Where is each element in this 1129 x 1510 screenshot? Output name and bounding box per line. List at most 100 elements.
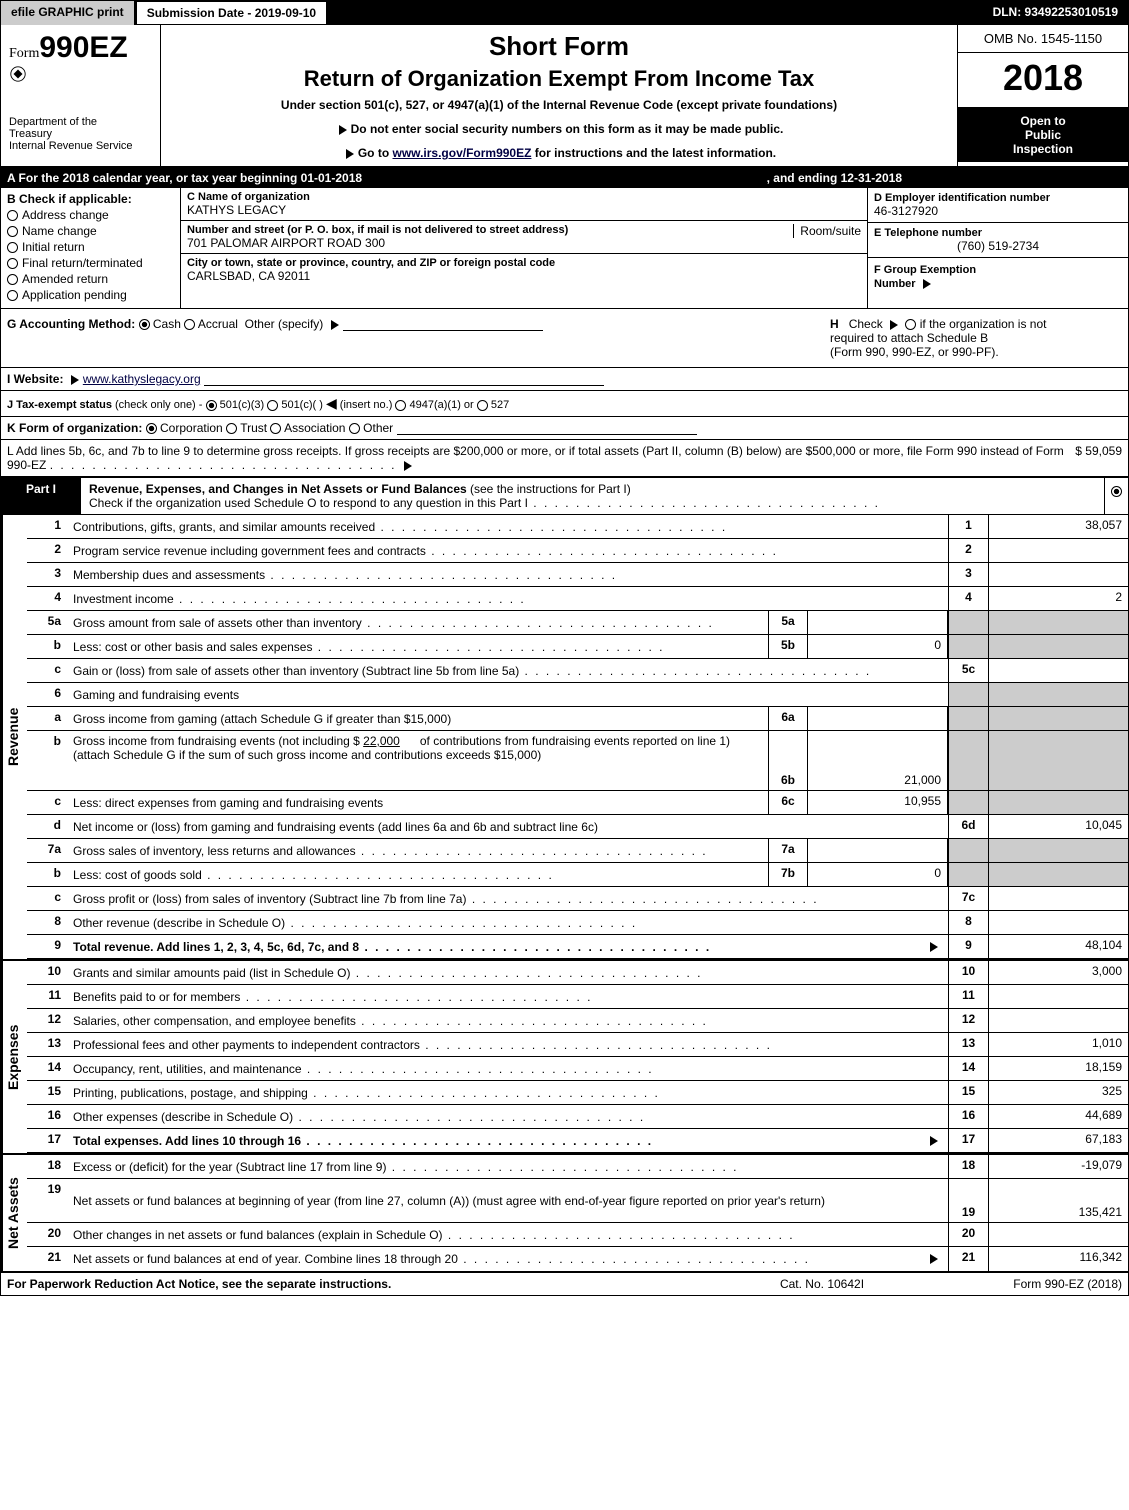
line-7a: 7a Gross sales of inventory, less return… xyxy=(27,839,1128,863)
501c3-radio[interactable] xyxy=(206,400,217,411)
city-label: City or town, state or province, country… xyxy=(187,257,861,269)
line-desc: Other changes in net assets or fund bala… xyxy=(73,1228,942,1242)
name-change-checkbox[interactable] xyxy=(7,226,18,237)
org-name-value: KATHYS LEGACY xyxy=(187,203,861,217)
other-org-radio[interactable] xyxy=(349,423,360,434)
line-num: b xyxy=(27,731,67,790)
line-box xyxy=(948,839,988,862)
website-link[interactable]: www.kathyslegacy.org xyxy=(83,372,201,386)
arrow-icon xyxy=(923,279,931,289)
return-title: Return of Organization Exempt From Incom… xyxy=(171,66,947,92)
row-g-h: G Accounting Method: Cash Accrual Other … xyxy=(1,309,1128,368)
name-change-label: Name change xyxy=(22,224,97,238)
line-num: 20 xyxy=(27,1223,67,1246)
line-num: a xyxy=(27,707,67,730)
schedule-o-checkbox[interactable] xyxy=(1104,478,1128,514)
line-box: 13 xyxy=(948,1033,988,1056)
schedule-b-checkbox[interactable] xyxy=(905,319,916,330)
top-bar: efile GRAPHIC print Submission Date - 20… xyxy=(1,1,1128,25)
form-number: Form990EZ xyxy=(9,31,152,65)
application-pending-label: Application pending xyxy=(22,288,127,302)
form-header: Form990EZ Department of the Treasury Int… xyxy=(1,25,1128,168)
revenue-section: Revenue 1 Contributions, gifts, grants, … xyxy=(1,515,1128,959)
line-desc: Benefits paid to or for members xyxy=(73,990,942,1004)
other-org-label: Other xyxy=(363,421,393,435)
line-val: 48,104 xyxy=(988,935,1128,958)
line-19: 19 Net assets or fund balances at beginn… xyxy=(27,1179,1128,1223)
line-desc: Gaming and fundraising events xyxy=(73,688,942,702)
other-label: Other (specify) xyxy=(245,317,324,331)
form-of-org-label: K Form of organization: xyxy=(7,421,142,435)
corporation-radio[interactable] xyxy=(146,423,157,434)
4947-label: 4947(a)(1) or xyxy=(410,399,474,411)
line-val xyxy=(988,731,1128,790)
line-num: 17 xyxy=(27,1129,67,1152)
initial-return-checkbox[interactable] xyxy=(7,242,18,253)
line-num: c xyxy=(27,887,67,910)
arrow-icon xyxy=(930,1254,938,1264)
other-specify-input[interactable] xyxy=(343,317,543,331)
line-15: 15 Printing, publications, postage, and … xyxy=(27,1081,1128,1105)
line-val xyxy=(988,791,1128,814)
under-section-text: Under section 501(c), 527, or 4947(a)(1)… xyxy=(171,98,947,112)
501c-label: 501(c)( ) xyxy=(281,399,323,411)
address-change-checkbox[interactable] xyxy=(7,210,18,221)
irs-link[interactable]: www.irs.gov/Form990EZ xyxy=(393,146,532,160)
other-org-input[interactable] xyxy=(397,421,697,435)
trust-radio[interactable] xyxy=(226,423,237,434)
line-6d: d Net income or (loss) from gaming and f… xyxy=(27,815,1128,839)
line-box: 14 xyxy=(948,1057,988,1080)
leader-dots xyxy=(528,496,880,510)
cash-radio[interactable] xyxy=(139,319,150,330)
netassets-section: Net Assets 18 Excess or (deficit) for th… xyxy=(1,1153,1128,1271)
arrow-icon xyxy=(346,149,354,159)
line-box: 21 xyxy=(948,1247,988,1271)
cash-label: Cash xyxy=(153,317,181,331)
line-6: 6 Gaming and fundraising events xyxy=(27,683,1128,707)
section-b: B Check if applicable: Address change Na… xyxy=(1,188,181,308)
527-label: 527 xyxy=(491,399,509,411)
4947-radio[interactable] xyxy=(395,400,406,411)
dln-label: DLN: 93492253010519 xyxy=(983,1,1128,25)
ssn-warning: Do not enter social security numbers on … xyxy=(171,122,947,136)
room-suite-label: Room/suite xyxy=(793,224,861,238)
accrual-radio[interactable] xyxy=(184,319,195,330)
line-val xyxy=(988,635,1128,658)
group-block: F Group Exemption Number xyxy=(868,258,1128,294)
line-box: 18 xyxy=(948,1155,988,1178)
line-num: 21 xyxy=(27,1247,67,1271)
header-center: Short Form Return of Organization Exempt… xyxy=(161,25,958,166)
tel-block: E Telephone number (760) 519-2734 xyxy=(868,223,1128,258)
netassets-side-label: Net Assets xyxy=(1,1155,27,1271)
efile-print-button[interactable]: efile GRAPHIC print xyxy=(1,1,136,25)
h-label: H xyxy=(830,317,839,331)
501c-radio[interactable] xyxy=(267,400,278,411)
line-13: 13 Professional fees and other payments … xyxy=(27,1033,1128,1057)
amended-return-checkbox[interactable] xyxy=(7,274,18,285)
line-box: 6d xyxy=(948,815,988,838)
line-num: 7a xyxy=(27,839,67,862)
short-form-title: Short Form xyxy=(171,31,947,62)
line-5c: c Gain or (loss) from sale of assets oth… xyxy=(27,659,1128,683)
mid-box: 6c xyxy=(768,791,808,814)
public-text: Public xyxy=(962,128,1124,142)
goto-line: Go to www.irs.gov/Form990EZ for instruct… xyxy=(171,146,947,160)
street-block: Room/suite Number and street (or P. O. b… xyxy=(181,221,867,254)
527-radio[interactable] xyxy=(477,400,488,411)
application-pending-checkbox[interactable] xyxy=(7,290,18,301)
line-val: 18,159 xyxy=(988,1057,1128,1080)
association-radio[interactable] xyxy=(270,423,281,434)
line-num: c xyxy=(27,791,67,814)
line-val: 116,342 xyxy=(988,1247,1128,1271)
line-desc: Gain or (loss) from sale of assets other… xyxy=(73,664,942,678)
line-num: 1 xyxy=(27,515,67,538)
final-return-checkbox[interactable] xyxy=(7,258,18,269)
ein-block: D Employer identification number 46-3127… xyxy=(868,188,1128,223)
line-desc: Gross amount from sale of assets other t… xyxy=(73,616,762,630)
revenue-lines: 1 Contributions, gifts, grants, and simi… xyxy=(27,515,1128,959)
arrow-icon xyxy=(339,125,347,135)
part1-subtitle: (see the instructions for Part I) xyxy=(470,482,631,496)
line-num: 19 xyxy=(27,1179,67,1222)
line-num: 9 xyxy=(27,935,67,958)
org-name-block: C Name of organization KATHYS LEGACY xyxy=(181,188,867,221)
